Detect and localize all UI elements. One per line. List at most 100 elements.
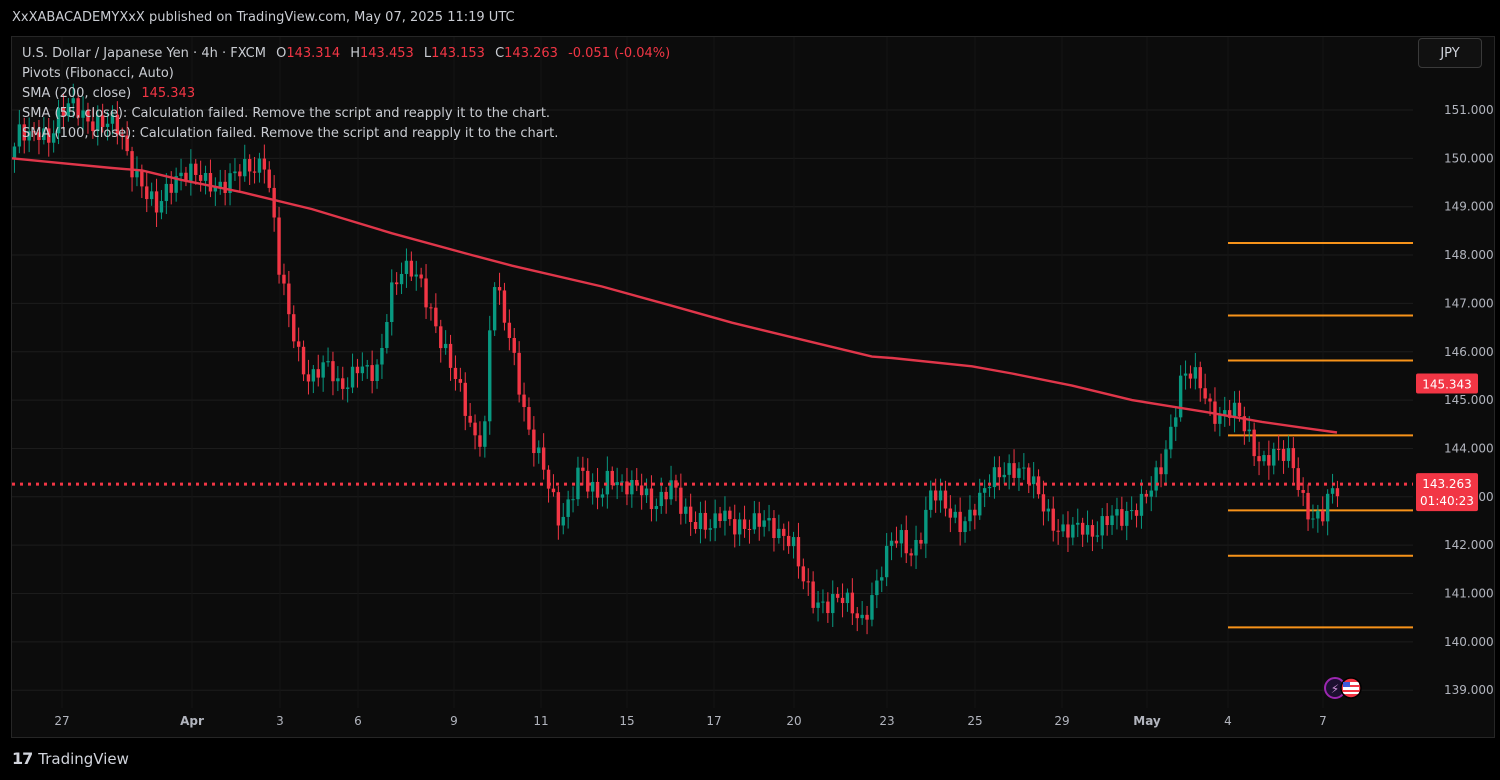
x-tick-label: 7: [1319, 714, 1327, 728]
candle-body: [243, 159, 247, 177]
legend-pivots[interactable]: Pivots (Fibonacci, Auto): [22, 66, 174, 81]
candle-body: [345, 387, 350, 389]
legend-sma55[interactable]: SMA (55, close): Calculation failed. Rem…: [22, 106, 551, 121]
chart-frame[interactable]: [11, 36, 1495, 738]
candle-body: [1027, 467, 1031, 485]
candle-body: [174, 176, 178, 193]
candle-body: [213, 187, 218, 192]
candle-body: [669, 480, 673, 500]
price-axis: 151.000 150.000 149.000 148.000 147.000 146.0…: [1444, 103, 1494, 697]
candle-body: [870, 595, 874, 620]
current-price-badge: [1416, 473, 1478, 512]
current-price-badge-text: 143.263: [1422, 477, 1472, 491]
currency-button[interactable]: JPY: [1418, 38, 1482, 68]
candle-body: [1002, 474, 1006, 478]
y-tick-label: 148.000: [1444, 248, 1494, 262]
candle-body: [1095, 535, 1100, 537]
x-tick-label: 25: [967, 714, 982, 728]
candle-body: [1262, 455, 1266, 462]
event-icons[interactable]: ⚡: [1324, 677, 1362, 699]
candle-body: [341, 378, 345, 389]
candle-body: [218, 181, 222, 188]
candle-body: [331, 361, 335, 382]
candle-body: [782, 528, 786, 536]
candle-body: [546, 469, 551, 489]
candle-body: [1218, 414, 1222, 424]
candle-body: [1110, 515, 1114, 526]
y-tick-label: 146.000: [1444, 345, 1494, 359]
candle-body: [483, 421, 487, 447]
x-tick-label: 9: [450, 714, 458, 728]
candle-body: [566, 499, 570, 517]
candle-body: [1174, 417, 1178, 427]
candle-body: [860, 614, 864, 619]
gridlines: [12, 37, 1413, 708]
candle-body: [1085, 525, 1090, 535]
candle-body: [100, 115, 105, 127]
sma200-value: 145.343: [141, 86, 196, 101]
candle-body: [507, 322, 512, 338]
time-axis: 27 Apr 3 6 9 11 15 17 20 23 25 29 May 4 7: [54, 714, 1326, 728]
candle-body: [718, 513, 722, 522]
candle-body: [1139, 493, 1144, 516]
candle-body: [1115, 509, 1119, 516]
y-tick-label: 139.000: [1444, 683, 1494, 697]
open-value: 143.314: [286, 46, 341, 61]
x-tick-label: 23: [879, 714, 894, 728]
legend-sma100[interactable]: SMA (100, close): Calculation failed. Re…: [22, 126, 559, 141]
y-tick-label: 151.000: [1444, 103, 1494, 117]
candle-body: [120, 134, 124, 136]
candle-body: [468, 415, 472, 423]
candle-body: [164, 183, 169, 202]
candle-body: [1076, 522, 1080, 525]
candle-body: [252, 171, 257, 173]
candle-body: [713, 513, 717, 529]
sma200-label: SMA (200, close): [22, 86, 132, 101]
candle-body: [110, 114, 115, 124]
candle-body: [419, 274, 423, 279]
candle-body: [1232, 402, 1237, 418]
candle-body: [796, 537, 801, 567]
high-label: H: [350, 46, 361, 61]
candle-body: [1090, 525, 1095, 537]
candle-body: [360, 366, 365, 374]
candle-body: [203, 172, 208, 181]
candle-body: [1051, 508, 1055, 531]
candle-body: [355, 366, 360, 374]
candle-body: [488, 330, 492, 422]
candle-body: [537, 447, 541, 454]
candle-body: [963, 521, 967, 533]
candle-body: [1134, 510, 1139, 516]
candle-body: [561, 516, 565, 526]
symbol-name[interactable]: U.S. Dollar / Japanese Yen · 4h · FXCM: [22, 46, 266, 61]
candle-body: [169, 183, 173, 193]
legend-symbol-row: U.S. Dollar / Japanese Yen · 4h · FXCM O…: [22, 44, 670, 64]
candle-body: [1129, 510, 1134, 512]
candle-body: [1164, 449, 1168, 475]
candle-body: [982, 488, 987, 493]
candle-body: [752, 513, 757, 530]
candle-body: [865, 614, 869, 620]
y-tick-label: 145.000: [1444, 393, 1494, 407]
candle-body: [154, 191, 159, 213]
legend-sma200[interactable]: SMA (200, close) 145.343: [22, 84, 670, 104]
candle-body: [262, 158, 267, 170]
candle-body: [326, 361, 330, 363]
x-tick-label: 3: [276, 714, 284, 728]
y-tick-label: 142.000: [1444, 538, 1494, 552]
published-note: XxXABACADEMYXxX published on TradingView…: [12, 10, 515, 25]
candle-body: [938, 490, 943, 501]
candle-body: [757, 513, 761, 527]
tradingview-footer[interactable]: 17 TradingView: [12, 749, 129, 768]
candle-body: [76, 98, 80, 118]
x-tick-label: 11: [533, 714, 548, 728]
candle-body: [777, 528, 781, 539]
candle-body: [228, 173, 232, 193]
candle-body: [826, 601, 830, 614]
candle-body: [125, 135, 129, 152]
candle-body: [1227, 410, 1232, 418]
candle-body: [919, 539, 923, 544]
high-value: 143.453: [360, 46, 414, 61]
candle-body: [66, 103, 71, 117]
